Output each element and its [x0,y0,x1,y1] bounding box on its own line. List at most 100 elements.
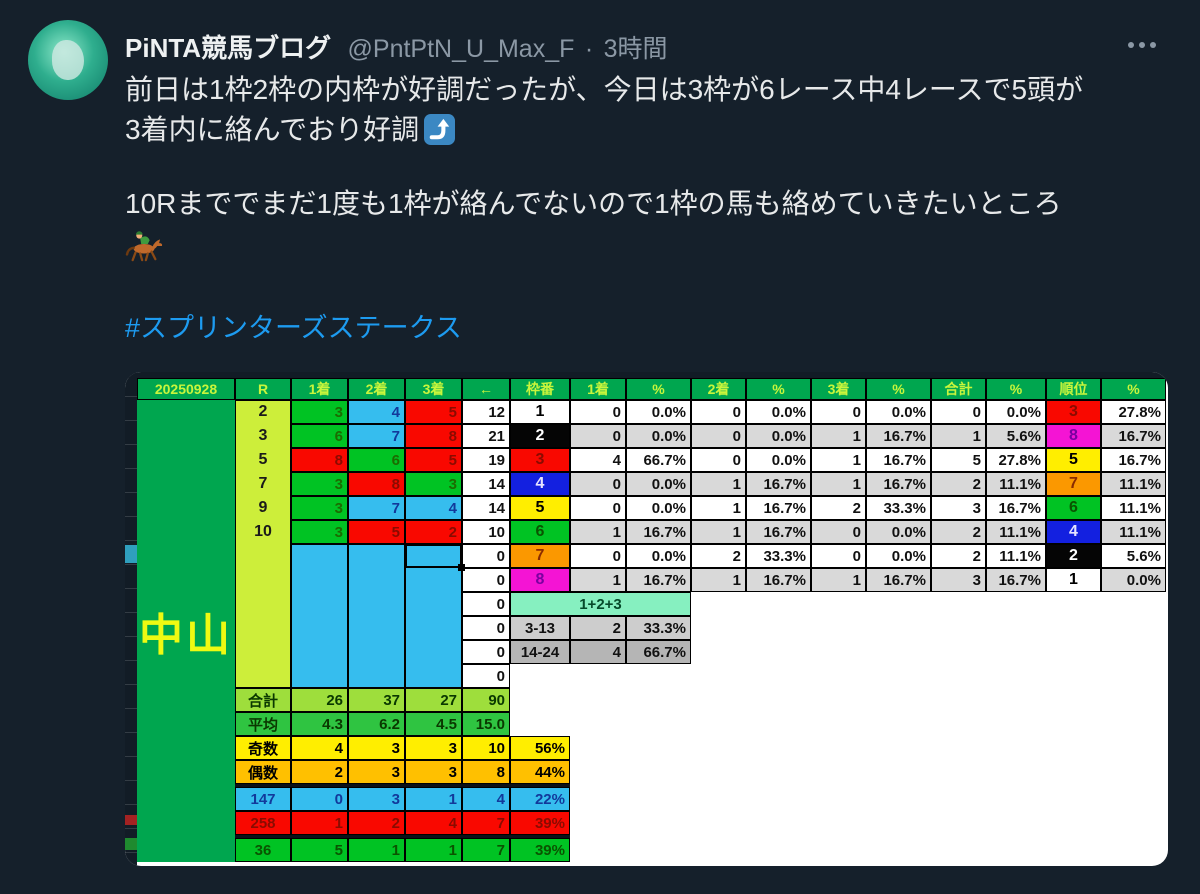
sheet-cell: 11.1% [986,472,1046,496]
sheet-cell: 3 [291,496,348,520]
sheet-cell: 16.7% [746,568,811,592]
sheet-cell: 16.7% [1101,424,1166,448]
sheet-cell: 0.0% [866,544,931,568]
waku-cell: 8 [510,568,570,592]
sheet-cell: 1 [348,838,405,862]
sheet-cell: 0.0% [626,496,691,520]
sheet-header-cell: 1着 [291,378,348,400]
venue-cell: 中山 [137,400,235,862]
summary-label-cell: 36 [235,838,291,862]
sheet-cell: 2 [691,544,746,568]
summary-label-cell: 147 [235,787,291,811]
sheet-cell: 3 [405,736,462,760]
avatar[interactable] [28,20,108,100]
sheet-cell: 1 [405,787,462,811]
sheet-cell: 5 [931,448,986,472]
sheet-cell: 16.7% [746,520,811,544]
sheet-cell: 66.7% [626,640,691,664]
sheet-cell: 0 [931,400,986,424]
user-handle[interactable]: @PntPtN_U_Max_F [347,35,575,63]
summary-label-cell: 258 [235,811,291,835]
sheet-cell: 26 [291,688,348,712]
sheet-cell: 1 [691,472,746,496]
tweet-header: PiNTA競馬ブログ @PntPtN_U_Max_F · 3時間 [125,28,668,65]
sheet-cell: 1 [811,568,866,592]
sheet-cell: 4.5 [405,712,462,736]
tweet-text-paragraph-1: 前日は1枠2枠の内枠が好調だったが、今日は3枠が6レース中4レースで5頭が 3着… [125,70,1185,156]
edge-mark [125,545,137,563]
sheet-cell: 11.1% [986,544,1046,568]
sheet-cell: 90 [462,688,510,712]
sheet-cell: 3 [291,400,348,424]
sheet-cell: 44% [510,760,570,784]
sheet-cell: 0 [570,472,626,496]
sheet-cell: 5 [405,400,462,424]
display-name[interactable]: PiNTA競馬ブログ [125,33,332,63]
race-number: 9 [258,499,268,516]
edge-mark [125,815,137,825]
sheet-cell: 2 [348,811,405,835]
sheet-cell: 0 [691,448,746,472]
tweet-text-paragraph-2: 10Rまででまだ1度も1枠が絡んでないので1枠の馬も絡めていきたいところ [125,184,1185,273]
race-number: 10 [254,523,272,540]
horse-racing-emoji-icon [125,228,1185,273]
more-button[interactable] [1128,36,1168,56]
sheet-cell: 12 [462,400,510,424]
tweet-image[interactable]: 20250928 R 1着 2着 3着 ← 枠番 1着% 2着% 3着% 合計% 順位% 中山 2 3 5 7 9… [125,372,1168,866]
sheet-cell: 0.0% [626,424,691,448]
sheet-header-cell: 順位 [1046,378,1101,400]
more-horizontal-icon [1128,42,1134,48]
rank-cell: 1 [1046,568,1101,592]
race-number-column: 2 3 5 7 9 10 [235,400,291,688]
sheet-cell: 0.0% [626,400,691,424]
sheet-cell: 33.3% [866,496,931,520]
sheet-cell: 2 [291,760,348,784]
sheet-cell: 6.2 [348,712,405,736]
rank-cell: 8 [1046,424,1101,448]
sheet-cell: 3 [348,787,405,811]
sheet-cell: 11.1% [1101,520,1166,544]
sheet-cell: 0.0% [746,400,811,424]
sheet-cell: 0 [570,544,626,568]
sheet-cell: 10 [462,520,510,544]
rank-cell: 2 [1046,544,1101,568]
sheet-cell [291,544,348,688]
sheet-cell: 3 [405,472,462,496]
sheet-header-cell: 3着 [405,378,462,400]
sheet-cell: 7 [348,496,405,520]
sheet-header-cell: % [746,378,811,400]
row-separator [235,835,570,838]
tweet-text-line: 前日は1枠2枠の内枠が好調だったが、今日は3枠が6レース中4レースで5頭が [125,74,1084,105]
hashtag-link[interactable]: #スプリンターズステークス [125,313,462,343]
sheet-cell: 0 [811,520,866,544]
timestamp[interactable]: 3時間 [603,35,668,63]
sheet-cell: 4.3 [291,712,348,736]
sheet-cell: 16.7% [746,472,811,496]
sheet-cell: 16.7% [866,424,931,448]
sheet-cell: 16.7% [986,568,1046,592]
sheet-cell: 14 [462,496,510,520]
sheet-cell: 8 [348,472,405,496]
sheet-cell: 37 [348,688,405,712]
sheet-cell: 4 [570,640,626,664]
sheet-cell: 1 [811,472,866,496]
sheet-cell: 1 [691,568,746,592]
sheet-cell: 33.3% [626,616,691,640]
sheet-header-cell: 合計 [931,378,986,400]
edge-mark [125,838,137,850]
sheet-cell: 3 [931,568,986,592]
sheet-cell: 1 [931,424,986,448]
sheet-cell: 10 [462,736,510,760]
sheet-cell: 27 [405,688,462,712]
summary-label-cell: 平均 [235,712,291,736]
race-number: 7 [258,475,268,492]
sheet-cell: 16.7% [626,568,691,592]
sheet-cell: 1 [291,811,348,835]
sheet-cell: 66.7% [626,448,691,472]
waku-cell: 6 [510,520,570,544]
sheet-cell: 1 [405,838,462,862]
sheet-cell: 2 [405,520,462,544]
sheet-cell: 5 [348,520,405,544]
sheet-cell: 2 [931,544,986,568]
